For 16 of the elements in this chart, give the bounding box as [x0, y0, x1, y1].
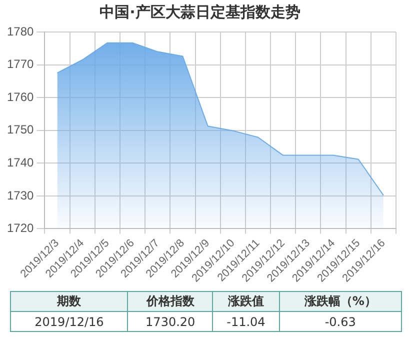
- chart-title: 中国·产区大蒜日定基指数走势: [100, 2, 300, 21]
- text: -0.63: [279, 312, 402, 332]
- text: 2019/12/16: [10, 312, 128, 332]
- text: 1730.20: [128, 312, 213, 332]
- y-tick-label: 1740: [6, 155, 34, 170]
- text: 涨跌值: [212, 292, 280, 312]
- y-tick-label: 1780: [6, 24, 34, 38]
- text: 期数: [10, 292, 128, 312]
- y-tick-label: 1730: [6, 188, 34, 202]
- text: 价格指数: [128, 292, 213, 312]
- text: -11.04: [212, 312, 280, 332]
- y-tick-label: 1770: [6, 57, 34, 72]
- y-tick-label: 1750: [6, 122, 34, 137]
- text: 涨跌幅（%）: [279, 292, 402, 312]
- y-tick-label: 1720: [6, 221, 34, 236]
- y-tick-label: 1760: [6, 90, 34, 104]
